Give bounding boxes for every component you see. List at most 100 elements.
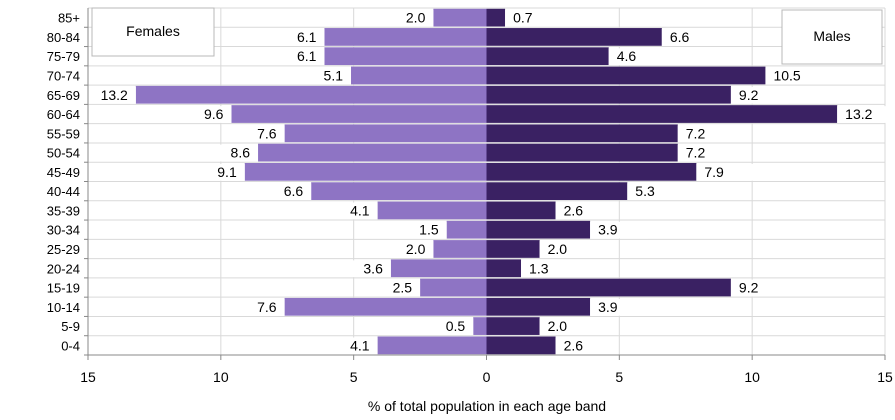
data-label-bg (730, 86, 789, 104)
y-tick-label: 65-69 (47, 88, 80, 103)
bar-male (486, 28, 662, 46)
legend-females: Females (91, 7, 215, 57)
data-label-female: 2.0 (406, 10, 426, 26)
data-label-female: 0.5 (446, 318, 466, 334)
bar-female (351, 66, 487, 85)
data-label-bg (765, 67, 824, 85)
bar-male (486, 66, 766, 85)
x-tick-label: 10 (213, 369, 229, 385)
bar-male (486, 220, 591, 239)
y-axis: 0-4 5-9 10-14 15-19 20-24 25-29 30-34 35-39 40-4… (47, 8, 89, 356)
data-label-bg (555, 337, 614, 355)
y-tick-label: 75-79 (47, 49, 80, 64)
data-label-bg (608, 48, 667, 66)
data-label-male: 3.9 (598, 299, 618, 315)
bar-female (324, 28, 487, 46)
data-label-bg (200, 144, 259, 162)
bar-female (324, 47, 487, 66)
x-tick-label: 15 (877, 369, 893, 385)
data-label-male: 9.2 (739, 280, 759, 296)
data-label-female: 2.0 (406, 241, 426, 257)
data-label-female: 4.1 (350, 337, 370, 353)
data-label-bg (375, 9, 434, 27)
data-label-bg (375, 241, 434, 258)
data-label-bg (521, 260, 580, 278)
data-label-female: 7.6 (257, 299, 277, 315)
legend-males: Males (781, 9, 883, 65)
data-label-male: 0.7 (513, 10, 533, 26)
y-tick-label: 80-84 (47, 30, 80, 45)
data-label-bg (677, 125, 736, 143)
data-label-male: 1.3 (529, 260, 549, 276)
y-tick-label: 0-4 (61, 338, 80, 353)
data-label-female: 5.1 (324, 67, 344, 83)
data-label-male: 2.0 (548, 241, 568, 257)
data-label-female: 9.1 (217, 164, 237, 180)
data-label-bg (173, 106, 232, 123)
bars (135, 8, 838, 355)
data-label-male: 5.3 (635, 183, 655, 199)
data-label-bg (266, 48, 325, 66)
bar-male (486, 162, 697, 181)
y-tick-label: 40-44 (47, 184, 80, 199)
data-label-male: 2.6 (564, 337, 584, 353)
y-tick-label: 85+ (58, 11, 80, 26)
bar-female (284, 297, 487, 316)
bar-male (486, 336, 556, 355)
data-label-bg (837, 106, 895, 123)
data-label-female: 9.6 (204, 106, 224, 122)
y-tick-label: 20-24 (47, 261, 80, 276)
data-label-bg (539, 318, 598, 335)
bar-female (473, 317, 487, 335)
data-label-bg (539, 241, 598, 258)
data-label-male: 10.5 (773, 67, 800, 83)
y-tick-label: 45-49 (47, 165, 80, 180)
bar-male (486, 240, 540, 258)
data-label-female: 6.1 (297, 48, 317, 64)
x-tick-label: 5 (350, 369, 358, 385)
bar-male (486, 47, 609, 66)
data-label-female: 4.1 (350, 202, 370, 218)
bar-male (486, 297, 591, 316)
data-label-male: 2.6 (564, 202, 584, 218)
x-tick-label: 15 (80, 369, 96, 385)
x-tick-label: 10 (744, 369, 760, 385)
data-label-bg (186, 163, 245, 181)
data-label-female: 8.6 (231, 145, 251, 161)
data-label-bg (362, 279, 421, 297)
data-label-bg (77, 86, 136, 104)
y-tick-label: 5-9 (61, 319, 80, 334)
data-label-male: 6.6 (670, 29, 690, 45)
bar-male (486, 182, 628, 201)
bar-male (486, 259, 522, 278)
bar-male (486, 143, 678, 162)
x-axis: 15 10 5 0 5 10 15 (80, 354, 893, 385)
y-tick-label: 50-54 (47, 146, 80, 161)
data-labels: 4.1 2.6 0.5 2.0 7.6 3.9 2.5 9.2 3.6 1.3 2.0 2.0 1.5 3… (77, 9, 895, 355)
data-label-bg (661, 29, 720, 46)
data-label-male: 3.9 (598, 222, 618, 238)
bar-female (377, 336, 487, 355)
data-label-bg (319, 337, 378, 355)
y-tick-label: 55-59 (47, 126, 80, 141)
data-label-bg (253, 183, 312, 201)
data-label-female: 1.5 (419, 222, 439, 238)
bar-female (377, 201, 487, 220)
bar-female (433, 8, 487, 27)
bar-female (390, 259, 487, 278)
data-label-male: 9.2 (739, 87, 759, 103)
data-label-bg (505, 9, 564, 27)
data-label-bg (293, 67, 352, 85)
data-label-bg (590, 221, 649, 239)
bar-female (420, 278, 487, 297)
bar-female (231, 105, 487, 123)
bar-female (433, 240, 487, 258)
data-label-bg (332, 260, 391, 278)
legend-males-label: Males (813, 28, 850, 44)
data-label-bg (677, 144, 736, 162)
x-tick-label: 5 (615, 369, 623, 385)
legend-males-box (781, 9, 883, 65)
legend-females-box (91, 7, 215, 57)
data-label-male: 13.2 (845, 106, 872, 122)
